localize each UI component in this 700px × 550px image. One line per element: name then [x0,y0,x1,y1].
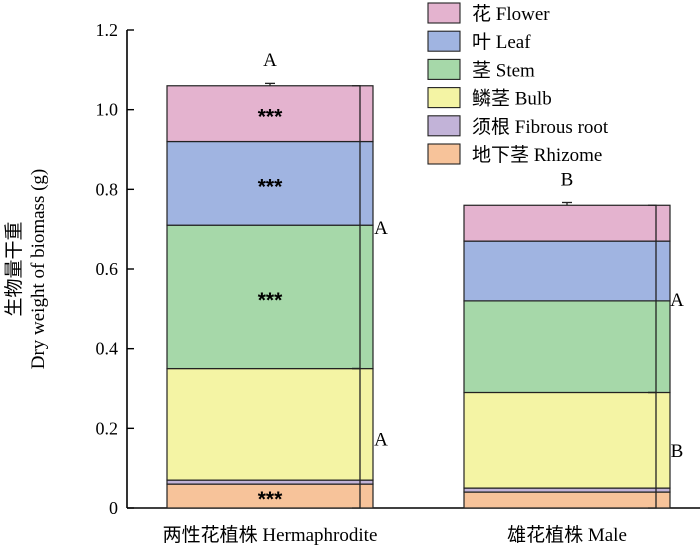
y-tick-label: 0.4 [96,339,119,359]
bars [166,82,671,509]
legend: 花 Flower 叶 Leaf 茎 Stem 鳞茎 Bulb 须根 Fibrous ro… [427,2,609,166]
bracket-label: A [374,429,388,450]
top-letter: A [263,50,277,71]
bracket-label: B [671,441,684,462]
legend-swatch [427,143,461,165]
y-axis-label-cn: 生物量干重 [3,221,25,316]
bar-segment [166,367,374,481]
significance-label: *** [258,175,283,198]
axis-labels: 生物量干重 Dry weight of biomass (g) [3,169,49,370]
bar-segment [463,240,671,302]
significance-label: *** [258,289,283,312]
x-tick-label: 两性花植株 Hermaphrodite [163,524,378,546]
legend-swatch [427,115,461,137]
legend-swatch [427,87,461,109]
significance-label: *** [258,488,283,511]
bar-segment [463,300,671,394]
y-tick-label: 0 [109,498,118,518]
group-bracket [648,391,657,509]
y-tick-label: 0.2 [96,418,119,438]
y-tick-label: 0.6 [96,259,119,279]
bar-segment [463,204,671,242]
legend-label: 须根 Fibrous root [472,116,609,138]
y-tick-label: 1.0 [96,100,119,120]
y-tick-label: 1.2 [96,20,119,40]
group-bracket [352,367,361,509]
legend-label: 叶 Leaf [472,31,531,53]
bar-segment [463,491,671,509]
legend-label: 花 Flower [472,3,550,25]
bar-segment [166,224,374,370]
bar-segment [166,140,374,226]
top-letter: B [561,169,574,190]
legend-label: 茎 Stem [472,59,535,81]
axes: 0 0.2 0.4 0.6 0.8 1.0 1.2 两性花植株 Hermaphrodite 雄花… [96,20,700,546]
bracket-label: A [374,218,388,239]
bar-segment [463,391,671,489]
y-axis-label-en: Dry weight of biomass (g) [28,169,49,370]
legend-swatch [427,30,461,52]
legend-label: 鳞茎 Bulb [472,88,552,110]
legend-swatch [427,58,461,80]
significance-label: *** [258,106,283,129]
bracket-label: A [670,290,684,311]
y-tick-label: 0.8 [96,179,119,199]
legend-swatch [427,2,461,24]
x-tick-label: 雄花植株 Male [507,524,627,546]
legend-label: 地下茎 Rhizome [472,144,602,166]
annotations: *** *** *** *** A B A A A B [258,50,684,511]
